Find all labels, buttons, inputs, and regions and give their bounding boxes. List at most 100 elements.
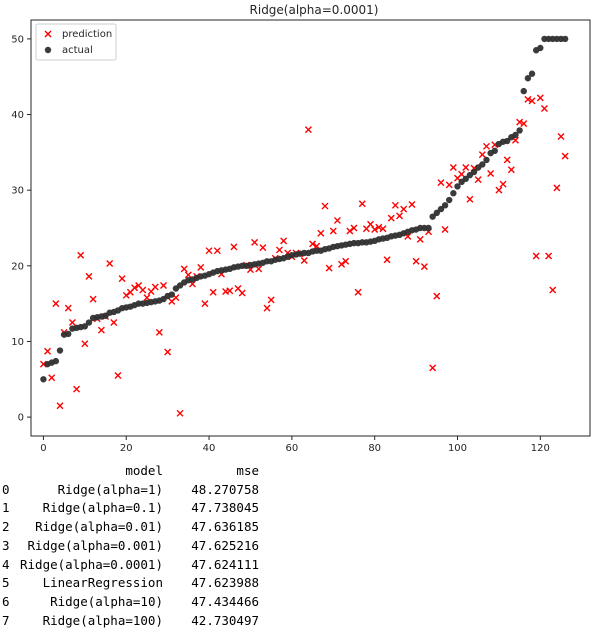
- y-tick-label: 0: [18, 413, 24, 424]
- point-actual: [81, 323, 89, 330]
- point-prediction: [226, 287, 234, 295]
- point-prediction: [375, 223, 383, 231]
- point-prediction: [321, 202, 329, 210]
- point-prediction: [180, 265, 188, 273]
- row-index: 7: [2, 612, 10, 628]
- point-prediction: [259, 244, 267, 252]
- table-header-model: model: [125, 463, 163, 478]
- row-index: 5: [2, 575, 10, 591]
- y-tick-label: 10: [11, 337, 24, 348]
- point-prediction: [139, 286, 147, 294]
- point-prediction: [73, 385, 81, 393]
- row-mse: 47.434466: [191, 593, 259, 609]
- point-prediction: [387, 214, 395, 222]
- point-actual: [512, 131, 519, 139]
- point-prediction: [458, 170, 466, 178]
- point-prediction: [213, 247, 221, 255]
- point-prediction: [487, 170, 495, 178]
- point-prediction: [48, 374, 56, 382]
- point-prediction: [300, 257, 308, 265]
- row-model: Ridge(alpha=0.001): [27, 537, 163, 553]
- point-prediction: [532, 252, 540, 260]
- point-prediction: [540, 104, 548, 112]
- point-actual: [483, 156, 490, 164]
- point-prediction: [309, 240, 317, 248]
- series-actual: [40, 35, 569, 383]
- point-actual: [446, 196, 453, 204]
- point-prediction: [64, 304, 72, 312]
- point-prediction: [143, 294, 151, 302]
- y-tick-label: 40: [11, 110, 24, 121]
- point-actual: [168, 291, 175, 298]
- x-tick-label: 80: [368, 443, 381, 454]
- point-prediction: [106, 260, 114, 268]
- point-prediction: [520, 120, 528, 128]
- point-prediction: [396, 212, 404, 220]
- legend-marker-actual: [44, 46, 52, 54]
- point-prediction: [350, 224, 358, 232]
- table-row: 3 Ridge(alpha=0.001) 47.625216: [2, 537, 259, 556]
- x-tick-label: 60: [285, 443, 298, 454]
- point-prediction: [68, 319, 76, 327]
- point-prediction: [155, 328, 163, 336]
- point-prediction: [371, 226, 379, 234]
- point-prediction: [230, 243, 238, 251]
- table-row: 6 Ridge(alpha=10) 47.434466: [2, 593, 259, 612]
- point-prediction: [466, 195, 474, 203]
- point-actual: [491, 147, 498, 155]
- table-row: 1 Ridge(alpha=0.1) 47.738045: [2, 499, 259, 518]
- x-tick-label: 40: [203, 443, 216, 454]
- point-prediction: [549, 286, 557, 294]
- row-index: 6: [2, 593, 10, 609]
- row-mse: 42.730497: [191, 612, 259, 628]
- results-table: model mse 0 Ridge(alpha=1) 48.270758 1 Ridg…: [2, 462, 259, 630]
- legend-label-prediction: prediction: [62, 29, 112, 40]
- point-prediction: [367, 220, 375, 228]
- point-prediction: [528, 97, 536, 105]
- table-header-row: model mse: [2, 462, 259, 481]
- point-prediction: [329, 227, 337, 235]
- point-actual: [425, 224, 432, 232]
- point-prediction: [280, 237, 288, 245]
- point-prediction: [197, 263, 205, 271]
- point-prediction: [437, 179, 445, 187]
- point-prediction: [462, 163, 470, 171]
- legend-marker-prediction: [44, 30, 52, 38]
- point-actual: [441, 202, 449, 209]
- point-actual: [561, 35, 569, 43]
- point-prediction: [255, 265, 263, 273]
- point-actual: [56, 347, 64, 354]
- point-prediction: [499, 180, 507, 188]
- point-prediction: [81, 340, 89, 348]
- point-prediction: [354, 288, 362, 296]
- legend-box: [35, 23, 117, 61]
- point-prediction: [110, 319, 118, 327]
- row-index: 1: [2, 500, 10, 516]
- point-actual: [503, 137, 511, 145]
- table-row: 4 Ridge(alpha=0.0001) 47.624111: [2, 556, 259, 575]
- point-prediction: [561, 152, 569, 160]
- point-prediction: [507, 166, 515, 174]
- point-prediction: [317, 229, 325, 237]
- point-prediction: [445, 181, 453, 189]
- row-index: 3: [2, 537, 10, 553]
- point-prediction: [160, 281, 167, 289]
- plot-frame: [30, 19, 591, 437]
- point-actual: [40, 376, 47, 383]
- x-tick-label: 20: [120, 443, 133, 454]
- point-prediction: [44, 347, 52, 355]
- point-prediction: [201, 300, 209, 308]
- point-prediction: [482, 142, 490, 150]
- point-prediction: [412, 257, 420, 265]
- point-actual: [437, 205, 445, 213]
- point-prediction: [408, 201, 416, 209]
- point-prediction: [238, 289, 246, 297]
- point-prediction: [545, 252, 553, 260]
- point-prediction: [474, 176, 482, 184]
- point-prediction: [379, 225, 387, 233]
- point-prediction: [304, 126, 312, 134]
- point-prediction: [313, 242, 321, 250]
- point-actual: [479, 161, 486, 168]
- axes: 0 20 40 60 80 100 120 0 10 20 30 40 50: [11, 34, 550, 454]
- point-prediction: [383, 256, 391, 264]
